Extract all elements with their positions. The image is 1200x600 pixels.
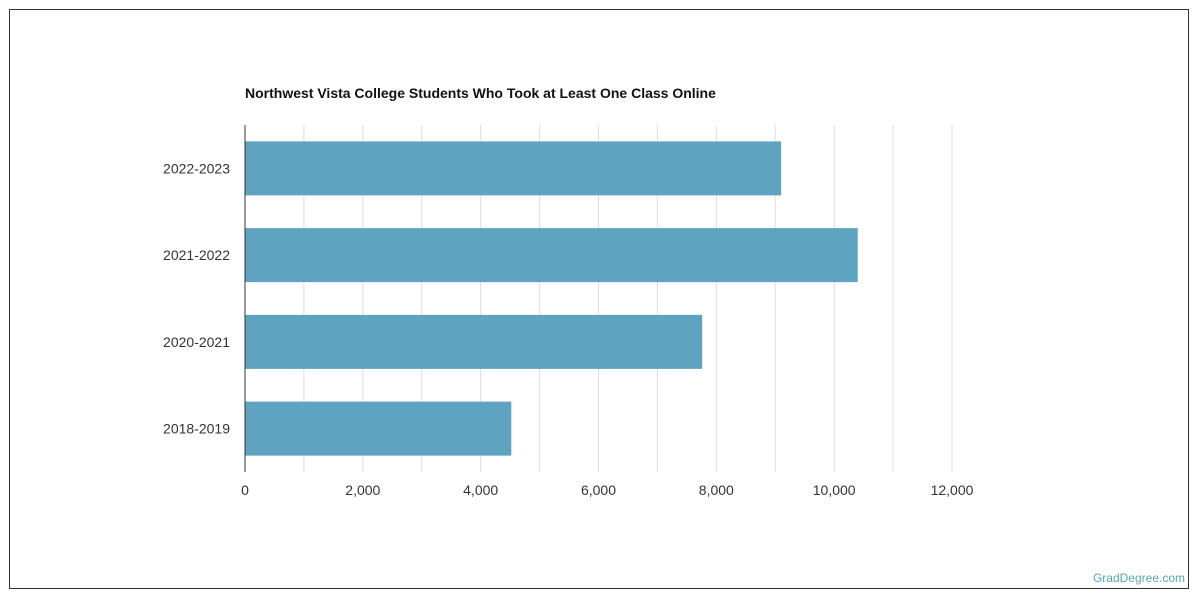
chart-frame [9,9,1189,589]
bar-2022-2023[interactable] [245,141,782,196]
x-tick-label: 2,000 [345,482,380,498]
x-tick-label: 12,000 [931,482,974,498]
category-label: 2022-2023 [163,160,230,176]
bar-2018-2019[interactable] [245,401,512,456]
x-tick-label: 0 [241,482,249,498]
bar-2021-2022[interactable] [245,228,858,283]
x-tick-label: 8,000 [699,482,734,498]
x-tick-labels: 0 2,000 4,000 6,000 8,000 10,000 12,000 [241,482,974,498]
bar-series [245,141,858,456]
category-labels: 2022-2023 2021-2022 2020-2021 2018-2019 [163,160,230,436]
watermark-link[interactable]: GradDegree.com [1092,571,1185,585]
category-label: 2020-2021 [163,334,230,350]
x-tick-label: 4,000 [463,482,498,498]
x-tick-label: 10,000 [813,482,856,498]
category-label: 2018-2019 [163,421,230,437]
bar-2020-2021[interactable] [245,314,703,369]
category-label: 2021-2022 [163,247,230,263]
x-tick-label: 6,000 [581,482,616,498]
chart-title: Northwest Vista College Students Who Too… [245,85,716,101]
